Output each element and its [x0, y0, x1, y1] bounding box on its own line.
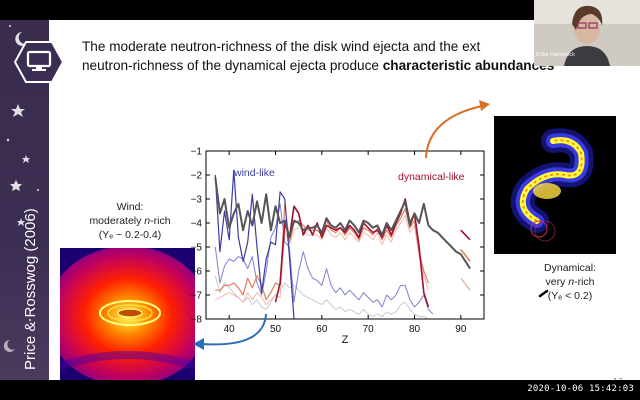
series-line-0 — [214, 177, 471, 270]
webcam-feed — [534, 0, 640, 66]
wind-caption-n: n — [144, 215, 151, 227]
series-line-1 — [214, 169, 295, 320]
x-tick-label: 90 — [455, 324, 467, 335]
moon-icon — [15, 32, 28, 46]
star-dot — [37, 189, 39, 191]
y-tick-label: −8 — [191, 315, 203, 326]
dynamical-caption-ye: (Yₑ < 0.2) — [547, 290, 593, 302]
star-icon — [22, 155, 30, 163]
webcam-video-tile[interactable] — [534, 0, 640, 66]
star-icon — [11, 104, 25, 117]
x-tick-label: 40 — [224, 324, 236, 335]
title-emphasis: characteristic abundances — [382, 58, 555, 73]
wind-caption-line2-text: moderately — [89, 215, 145, 227]
wind-arrow — [193, 313, 267, 350]
plot-frame — [205, 150, 485, 320]
y-tick-label: −1 — [191, 147, 203, 158]
title-line-2: neutron-richness of the dynamical ejecta… — [82, 56, 602, 75]
y-tick-label: −2 — [191, 171, 203, 182]
abundance-chart-svg: −1 −2 −3 −4 −5 −6 −7 −8 40 50 60 70 80 90 Z wind-lik… — [191, 147, 485, 346]
presentation-slide: Price & Rosswog (2006) The moderate neut… — [0, 20, 640, 380]
series-line-5 — [215, 215, 429, 306]
webcam-name-label: Erika Holmbeck — [536, 52, 576, 58]
series-line-2 — [214, 203, 434, 315]
star-icon — [17, 218, 25, 226]
series-segment-2 — [460, 277, 471, 291]
wind-caption-title: Wind: — [116, 201, 144, 213]
cursor-mark — [538, 289, 549, 298]
dynamical-arrow — [425, 100, 490, 159]
series-segment-1 — [460, 248, 471, 262]
dynamical-like-annotation: dynamical-like — [398, 171, 465, 183]
y-tick-label: −4 — [191, 219, 203, 230]
page-number: 12 — [613, 377, 623, 380]
monitor-icon — [26, 50, 52, 71]
bottom-black-bar — [0, 380, 640, 400]
recording-timestamp: 2020-10-06 15:42:03 — [527, 384, 634, 394]
x-axis-label: Z — [342, 334, 349, 346]
y-tick-label: −3 — [191, 195, 203, 206]
y-tick-label: −5 — [191, 243, 203, 254]
star-dot — [6, 138, 10, 142]
y-tick-label: −6 — [191, 267, 203, 278]
x-axis-ticks: 40 50 60 70 80 90 — [224, 151, 467, 335]
series-segment-0 — [460, 229, 471, 241]
dynamical-caption-line2-suffix: -rich — [574, 276, 595, 288]
x-tick-label: 50 — [270, 324, 282, 335]
series-line-3 — [274, 198, 430, 308]
dynamical-caption: Dynamical: very n-rich (Yₑ < 0.2) — [520, 261, 620, 303]
wind-caption-ye: (Yₑ ~ 0.2-0.4) — [98, 229, 162, 241]
top-black-bar — [0, 0, 640, 20]
wind-caption-line2-suffix: -rich — [150, 215, 171, 227]
wind-caption-line2: moderately n-rich — [80, 214, 180, 228]
dynamical-simulation-image — [494, 116, 616, 254]
x-tick-label: 70 — [363, 324, 375, 335]
y-tick-label: −7 — [191, 291, 203, 302]
wind-simulation-image — [60, 248, 195, 380]
wind-like-annotation: wind-like — [233, 167, 275, 179]
monitor-icon-badge — [14, 41, 64, 83]
plot-area — [214, 169, 471, 320]
dynamical-caption-n: n — [568, 276, 575, 288]
title-line-2-text: neutron-richness of the dynamical ejecta… — [82, 58, 383, 73]
abundance-chart: −1 −2 −3 −4 −5 −6 −7 −8 40 50 60 70 80 90 Z wind-lik… — [180, 144, 490, 349]
dynamical-caption-line2: very n-rich — [520, 275, 620, 289]
x-tick-label: 80 — [409, 324, 421, 335]
dynamical-caption-title: Dynamical: — [544, 262, 596, 274]
star-icon — [10, 180, 22, 191]
dynamical-caption-line2-text: very — [545, 276, 569, 288]
slide-title: The moderate neutron-richness of the dis… — [82, 37, 602, 75]
title-line-1: The moderate neutron-richness of the dis… — [82, 39, 481, 54]
star-dot — [9, 25, 11, 27]
moon-icon — [3, 339, 15, 352]
star-dot — [29, 319, 31, 321]
sidebar-stars — [3, 25, 39, 352]
y-axis-ticks: −1 −2 −3 −4 −5 −6 −7 −8 — [191, 147, 484, 326]
series-line-6 — [214, 275, 429, 320]
x-tick-label: 60 — [316, 324, 328, 335]
wind-caption: Wind: moderately n-rich (Yₑ ~ 0.2-0.4) — [80, 200, 180, 242]
citation-label: Price & Rosswog (2006) — [22, 208, 39, 370]
